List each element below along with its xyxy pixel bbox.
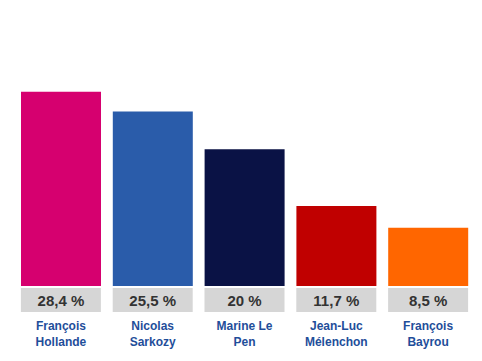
svg-text:Marine Le: Marine Le — [216, 319, 272, 333]
svg-text:28,4 %: 28,4 % — [38, 292, 85, 309]
svg-text:25,5 %: 25,5 % — [129, 292, 176, 309]
svg-text:François: François — [403, 319, 453, 333]
svg-text:François: François — [36, 319, 86, 333]
svg-text:8,5 %: 8,5 % — [409, 292, 447, 309]
svg-text:Mélenchon: Mélenchon — [305, 335, 368, 349]
svg-text:Nicolas: Nicolas — [131, 319, 174, 333]
svg-text:Jean-Luc: Jean-Luc — [310, 319, 363, 333]
svg-text:Hollande: Hollande — [36, 335, 87, 349]
svg-text:Sarkozy: Sarkozy — [130, 335, 176, 349]
svg-text:20 %: 20 % — [227, 292, 261, 309]
svg-text:Pen: Pen — [233, 335, 255, 349]
svg-text:Bayrou: Bayrou — [407, 335, 448, 349]
svg-text:11,7 %: 11,7 % — [313, 292, 359, 309]
